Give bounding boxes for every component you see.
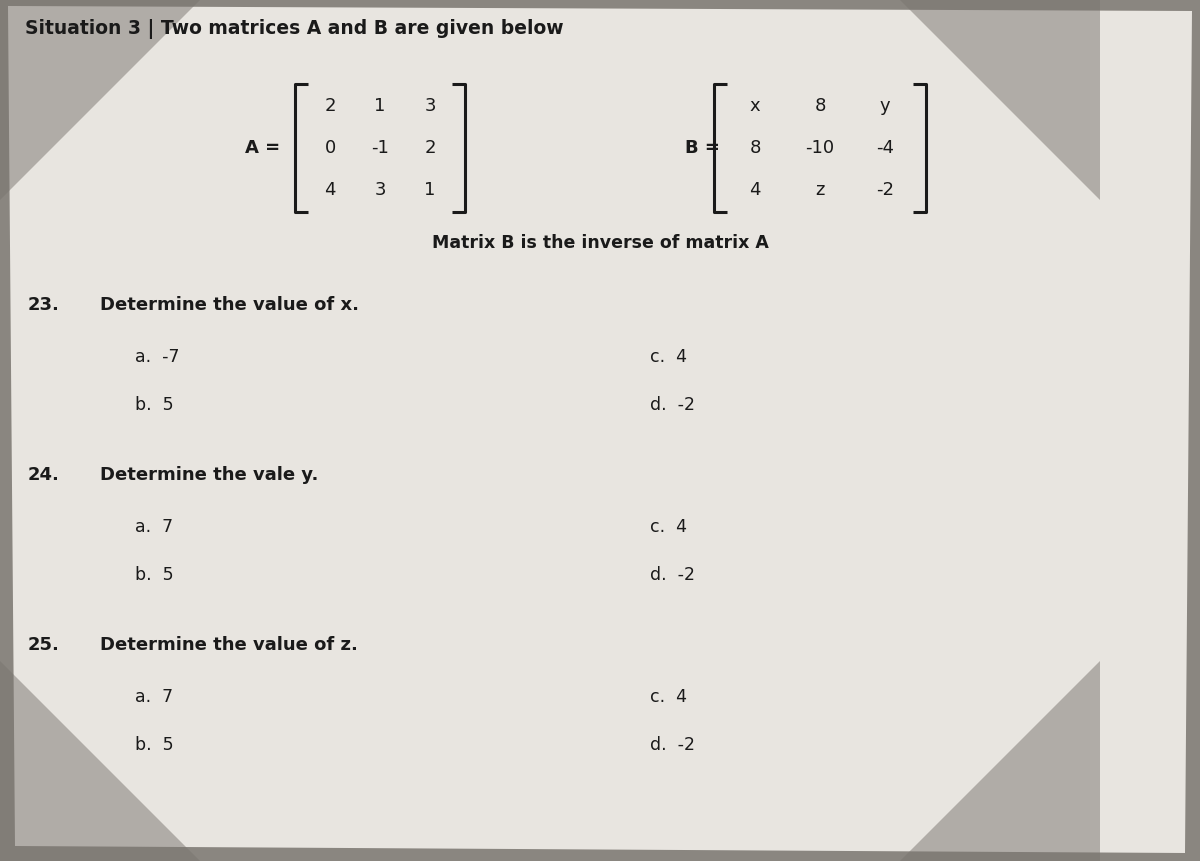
Text: Situation 3 | Two matrices A and B are given below: Situation 3 | Two matrices A and B are g… <box>25 19 564 39</box>
Text: 8: 8 <box>749 139 761 157</box>
Text: Determine the value of z.: Determine the value of z. <box>100 636 358 654</box>
Text: c.  4: c. 4 <box>650 348 686 366</box>
Text: 2: 2 <box>425 139 436 157</box>
Text: -1: -1 <box>371 139 389 157</box>
Text: d.  -2: d. -2 <box>650 396 695 414</box>
Text: y: y <box>880 97 890 115</box>
Text: z: z <box>815 181 824 199</box>
Text: 4: 4 <box>749 181 761 199</box>
Text: a.  7: a. 7 <box>134 688 173 706</box>
Text: b.  5: b. 5 <box>134 396 174 414</box>
Text: B =: B = <box>685 139 720 157</box>
Text: 3: 3 <box>374 181 385 199</box>
Text: 1: 1 <box>425 181 436 199</box>
Text: b.  5: b. 5 <box>134 566 174 584</box>
Text: d.  -2: d. -2 <box>650 736 695 754</box>
Text: b.  5: b. 5 <box>134 736 174 754</box>
Text: c.  4: c. 4 <box>650 688 686 706</box>
Text: 8: 8 <box>815 97 826 115</box>
Text: -10: -10 <box>805 139 834 157</box>
Text: 25.: 25. <box>28 636 60 654</box>
Text: A =: A = <box>245 139 280 157</box>
Text: 24.: 24. <box>28 466 60 484</box>
Text: 1: 1 <box>374 97 385 115</box>
Text: -4: -4 <box>876 139 894 157</box>
Polygon shape <box>0 0 200 200</box>
Polygon shape <box>900 661 1100 861</box>
Text: Determine the value of x.: Determine the value of x. <box>100 296 359 314</box>
Text: 2: 2 <box>324 97 336 115</box>
Text: 3: 3 <box>425 97 436 115</box>
Text: 0: 0 <box>324 139 336 157</box>
Polygon shape <box>0 661 200 861</box>
Text: d.  -2: d. -2 <box>650 566 695 584</box>
Text: a.  7: a. 7 <box>134 518 173 536</box>
Text: Determine the vale y.: Determine the vale y. <box>100 466 318 484</box>
Text: a.  -7: a. -7 <box>134 348 180 366</box>
Text: Matrix B is the inverse of matrix A: Matrix B is the inverse of matrix A <box>432 234 768 252</box>
Text: 4: 4 <box>324 181 336 199</box>
Text: 23.: 23. <box>28 296 60 314</box>
Polygon shape <box>900 0 1100 200</box>
Text: -2: -2 <box>876 181 894 199</box>
Text: c.  4: c. 4 <box>650 518 686 536</box>
Polygon shape <box>8 6 1192 853</box>
Text: x: x <box>750 97 761 115</box>
